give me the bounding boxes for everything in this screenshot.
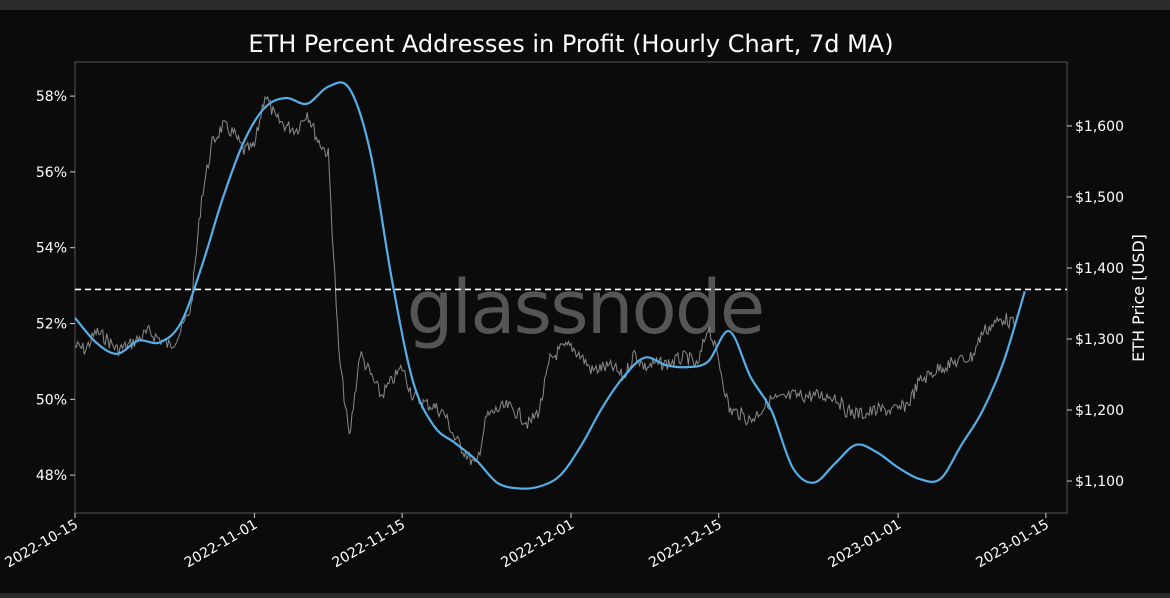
- chart-svg: ETH Percent Addresses in Profit (Hourly …: [0, 10, 1170, 593]
- right-tick-label: $1,300: [1075, 332, 1124, 348]
- percent-profit-series: [74, 81, 1026, 490]
- left-tick-label: 58%: [36, 89, 67, 105]
- chart-figure: ETH Percent Addresses in Profit (Hourly …: [0, 10, 1170, 593]
- eth-price-line: [74, 95, 1015, 466]
- left-tick-label: 48%: [36, 468, 67, 484]
- left-tick-label: 54%: [36, 241, 67, 257]
- glassnode-watermark: glassnode: [407, 265, 764, 351]
- right-axis-label: ETH Price [USD]: [1129, 234, 1148, 362]
- right-tick-label: $1,200: [1075, 403, 1124, 419]
- right-tick-label: $1,100: [1075, 474, 1124, 490]
- chart-title: ETH Percent Addresses in Profit (Hourly …: [248, 30, 893, 58]
- right-y-axis: $1,100 $1,200 $1,300 $1,400 $1,500 $1,600: [1067, 119, 1124, 490]
- left-tick-label: 52%: [36, 317, 67, 333]
- percent-addresses-profit-line: [74, 81, 1026, 490]
- plot-area: [74, 61, 1068, 514]
- right-tick-label: $1,400: [1075, 261, 1124, 277]
- right-tick-label: $1,500: [1075, 190, 1124, 206]
- price-series: [74, 95, 1015, 466]
- right-tick-label: $1,600: [1075, 119, 1124, 135]
- left-tick-label: 56%: [36, 165, 67, 181]
- left-tick-label: 50%: [36, 392, 67, 408]
- left-y-axis: 48% 50% 52% 54% 56% 58%: [36, 89, 75, 484]
